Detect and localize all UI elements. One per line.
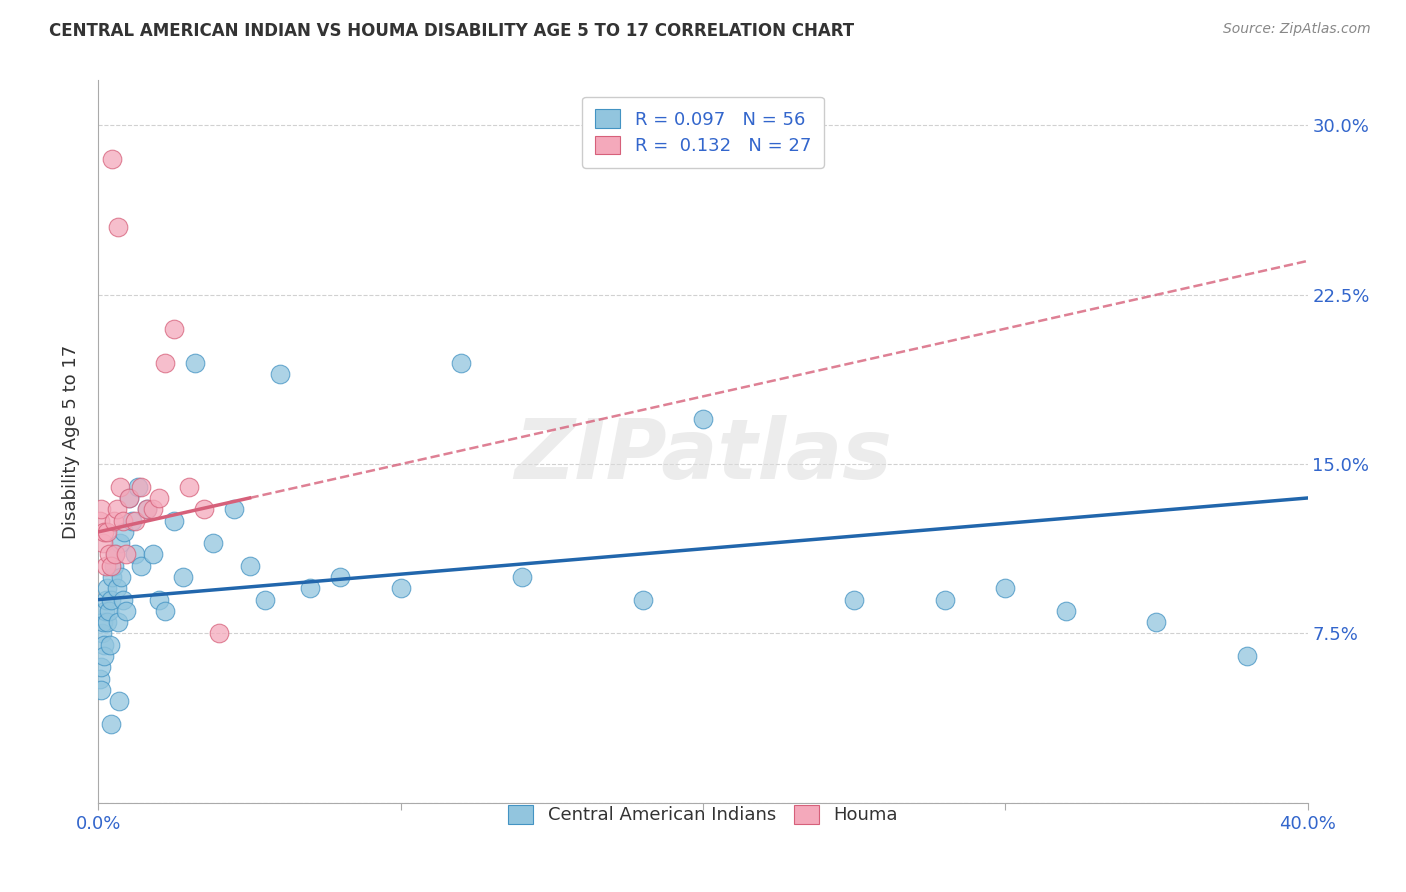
Point: [98, 638, 121, 652]
Point: [91, 626, 114, 640]
Point: [124, 514, 146, 528]
Point: [121, 514, 143, 528]
Point: [844, 592, 866, 607]
Point: [1146, 615, 1168, 630]
Text: Source: ZipAtlas.com: Source: ZipAtlas.com: [1223, 22, 1371, 37]
Text: ZIPatlas: ZIPatlas: [515, 416, 891, 497]
Point: [389, 582, 412, 596]
Point: [1054, 604, 1077, 618]
Point: [101, 153, 124, 167]
Point: [105, 582, 128, 596]
Point: [299, 582, 322, 596]
Point: [111, 592, 134, 607]
Point: [631, 592, 654, 607]
Point: [129, 480, 152, 494]
Point: [184, 355, 207, 369]
Point: [91, 536, 114, 550]
Point: [105, 502, 128, 516]
Point: [104, 548, 127, 562]
Point: [111, 514, 134, 528]
Point: [142, 548, 165, 562]
Point: [1236, 648, 1258, 663]
Point: [89, 672, 111, 686]
Point: [108, 536, 131, 550]
Point: [100, 592, 122, 607]
Point: [450, 355, 472, 369]
Point: [101, 570, 124, 584]
Point: [510, 570, 533, 584]
Point: [96, 582, 118, 596]
Point: [90, 660, 112, 674]
Point: [90, 682, 112, 697]
Legend: Central American Indians, Houma: Central American Indians, Houma: [495, 792, 911, 837]
Point: [153, 355, 176, 369]
Point: [90, 502, 112, 516]
Point: [100, 716, 122, 731]
Point: [103, 558, 125, 573]
Point: [142, 502, 165, 516]
Point: [148, 491, 170, 505]
Point: [94, 604, 117, 618]
Point: [135, 502, 157, 516]
Point: [193, 502, 215, 516]
Point: [114, 604, 136, 618]
Point: [107, 615, 129, 630]
Point: [112, 524, 135, 539]
Point: [108, 480, 131, 494]
Point: [96, 615, 118, 630]
Point: [135, 502, 157, 516]
Point: [94, 592, 117, 607]
Point: [100, 558, 122, 573]
Point: [93, 638, 115, 652]
Point: [179, 480, 201, 494]
Point: [107, 220, 129, 235]
Point: [98, 604, 121, 618]
Point: [124, 548, 146, 562]
Point: [163, 321, 186, 335]
Point: [93, 648, 115, 663]
Point: [127, 480, 149, 494]
Point: [329, 570, 352, 584]
Point: [108, 694, 131, 708]
Point: [692, 412, 714, 426]
Point: [118, 491, 141, 505]
Point: [114, 548, 136, 562]
Point: [98, 548, 121, 562]
Point: [239, 558, 262, 573]
Point: [202, 536, 225, 550]
Point: [163, 514, 186, 528]
Point: [148, 592, 170, 607]
Point: [172, 570, 194, 584]
Point: [253, 592, 276, 607]
Point: [89, 514, 111, 528]
Point: [91, 615, 114, 630]
Point: [110, 570, 132, 584]
Point: [224, 502, 246, 516]
Point: [103, 514, 125, 528]
Point: [269, 367, 291, 381]
Point: [118, 491, 141, 505]
Text: CENTRAL AMERICAN INDIAN VS HOUMA DISABILITY AGE 5 TO 17 CORRELATION CHART: CENTRAL AMERICAN INDIAN VS HOUMA DISABIL…: [49, 22, 855, 40]
Point: [129, 558, 152, 573]
Point: [208, 626, 231, 640]
Point: [994, 582, 1017, 596]
Point: [934, 592, 956, 607]
Point: [153, 604, 176, 618]
Point: [96, 524, 118, 539]
Y-axis label: Disability Age 5 to 17: Disability Age 5 to 17: [62, 344, 80, 539]
Point: [104, 548, 127, 562]
Point: [94, 558, 117, 573]
Point: [93, 524, 115, 539]
